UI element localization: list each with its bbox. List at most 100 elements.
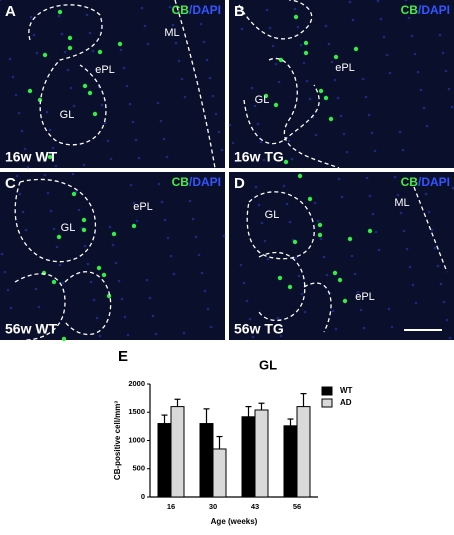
nucleus xyxy=(111,243,115,247)
nucleus xyxy=(419,88,423,92)
counterstain-name: /DAPI xyxy=(189,175,221,189)
nucleus xyxy=(3,270,7,274)
nucleus xyxy=(156,101,160,105)
nucleus xyxy=(103,121,107,125)
nucleus xyxy=(55,245,59,249)
nucleus xyxy=(182,331,186,335)
nucleus xyxy=(35,51,39,55)
nucleus xyxy=(371,212,375,216)
nucleus xyxy=(442,300,446,304)
layer-boundary xyxy=(303,186,448,333)
nucleus xyxy=(171,23,175,27)
nucleus xyxy=(296,25,300,29)
nucleus xyxy=(234,159,238,163)
nucleus xyxy=(368,194,372,198)
micrograph-background xyxy=(229,0,454,168)
nucleus xyxy=(290,157,294,161)
nucleus xyxy=(126,333,130,337)
nucleus xyxy=(336,96,340,100)
cb-cell xyxy=(332,270,338,276)
nucleus xyxy=(408,265,412,269)
nucleus xyxy=(248,317,252,321)
bar xyxy=(199,423,214,498)
nucleus xyxy=(342,132,346,136)
panel-letter: D xyxy=(234,175,245,192)
nucleus xyxy=(26,165,30,169)
nucleus xyxy=(364,95,368,99)
stain-label: CB/DAPI xyxy=(401,175,450,189)
nucleus xyxy=(274,62,278,66)
nucleus xyxy=(444,69,448,73)
nucleus xyxy=(191,217,195,221)
nucleus xyxy=(140,6,144,10)
stain-name: CB xyxy=(401,3,419,17)
nucleus xyxy=(263,239,267,243)
nucleus xyxy=(51,146,55,150)
nucleus xyxy=(197,253,201,257)
nucleus xyxy=(214,112,218,116)
cb-cell xyxy=(303,40,309,46)
nucleus xyxy=(402,229,406,233)
nucleus xyxy=(385,53,389,57)
nucleus xyxy=(327,42,331,46)
nucleus xyxy=(448,336,452,340)
y-axis-label: CB-positive cell/mm³ xyxy=(113,401,122,480)
nucleus xyxy=(253,104,257,108)
cb-cell xyxy=(92,111,98,117)
bar xyxy=(170,406,185,498)
y-tick-label: 0 xyxy=(141,492,145,501)
nucleus xyxy=(32,33,36,37)
layer-boundary xyxy=(246,191,315,260)
nucleus xyxy=(49,209,53,213)
cb-cell xyxy=(303,50,309,56)
layer-boundary xyxy=(243,84,320,145)
micrograph-background xyxy=(229,172,454,340)
nucleus xyxy=(359,308,363,312)
nucleus xyxy=(242,281,246,285)
nucleus xyxy=(89,280,93,284)
nucleus xyxy=(200,271,204,275)
region-label: GL xyxy=(60,109,75,121)
nucleus xyxy=(120,297,124,301)
nucleus xyxy=(11,75,15,79)
cb-cell xyxy=(297,173,303,179)
nucleus xyxy=(83,244,87,248)
nucleus xyxy=(108,225,112,229)
nucleus xyxy=(177,59,181,63)
nucleus xyxy=(69,86,73,90)
cb-cell xyxy=(96,265,102,271)
nucleus xyxy=(98,334,102,338)
nucleus xyxy=(353,272,357,276)
nucleus xyxy=(162,137,166,141)
nucleus xyxy=(322,255,326,259)
nucleus xyxy=(356,290,360,294)
nucleus xyxy=(151,314,155,318)
nucleus xyxy=(367,113,371,117)
nucleus xyxy=(268,26,272,30)
nucleus xyxy=(188,199,192,203)
nucleus xyxy=(100,103,104,107)
cb-cell xyxy=(51,279,57,285)
nucleus xyxy=(370,131,374,135)
nucleus xyxy=(117,279,121,283)
cb-cell xyxy=(337,277,343,283)
layer-boundary xyxy=(238,0,313,40)
nucleus xyxy=(424,192,428,196)
stain-label: CB/DAPI xyxy=(401,3,450,17)
nucleus xyxy=(211,94,215,98)
stain-label: CB/DAPI xyxy=(172,3,221,17)
nucleus xyxy=(239,263,243,267)
cb-cell xyxy=(117,41,123,47)
nucleus xyxy=(145,278,149,282)
nucleus xyxy=(399,211,403,215)
nucleus xyxy=(441,51,445,55)
nucleus xyxy=(6,288,10,292)
nucleus xyxy=(86,262,90,266)
nucleus xyxy=(148,296,152,300)
nucleus xyxy=(154,332,158,336)
bar xyxy=(296,406,311,498)
nucleus xyxy=(9,306,13,310)
nucleus xyxy=(202,40,206,44)
legend-swatch xyxy=(321,398,333,408)
cb-cell xyxy=(317,232,323,238)
